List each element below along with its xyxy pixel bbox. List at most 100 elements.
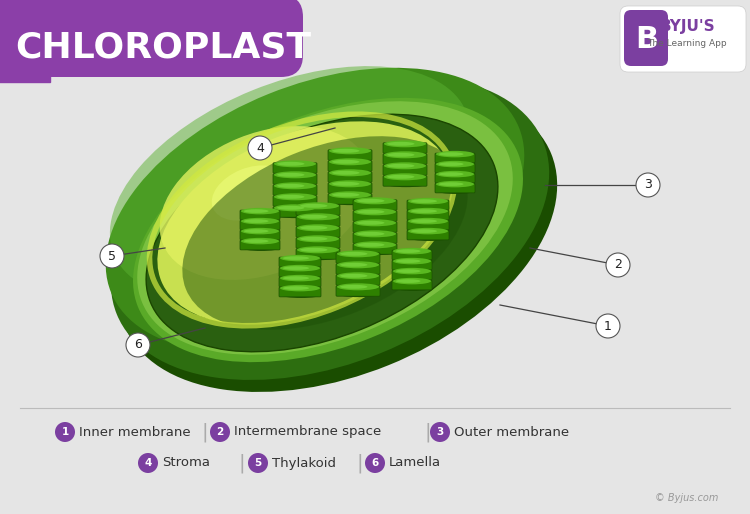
Ellipse shape xyxy=(244,209,268,213)
Ellipse shape xyxy=(393,268,431,274)
Ellipse shape xyxy=(393,278,431,284)
FancyBboxPatch shape xyxy=(336,264,380,274)
FancyBboxPatch shape xyxy=(353,244,397,254)
Text: |: | xyxy=(424,422,431,442)
Ellipse shape xyxy=(298,210,340,216)
FancyBboxPatch shape xyxy=(353,200,397,210)
FancyBboxPatch shape xyxy=(407,200,449,210)
Ellipse shape xyxy=(106,68,524,352)
FancyBboxPatch shape xyxy=(279,257,321,267)
Ellipse shape xyxy=(329,158,371,166)
Ellipse shape xyxy=(274,204,316,211)
Ellipse shape xyxy=(300,204,328,208)
Ellipse shape xyxy=(439,162,464,166)
FancyBboxPatch shape xyxy=(296,227,340,237)
Circle shape xyxy=(606,253,630,277)
Circle shape xyxy=(248,136,272,160)
Ellipse shape xyxy=(329,148,371,154)
Ellipse shape xyxy=(242,245,280,251)
Circle shape xyxy=(636,173,660,197)
Ellipse shape xyxy=(297,213,339,221)
Ellipse shape xyxy=(357,232,385,236)
Ellipse shape xyxy=(408,208,448,214)
Ellipse shape xyxy=(278,206,304,210)
Ellipse shape xyxy=(385,159,427,165)
Text: |: | xyxy=(202,422,208,442)
Ellipse shape xyxy=(133,98,523,362)
FancyBboxPatch shape xyxy=(407,210,449,220)
Ellipse shape xyxy=(329,180,371,187)
Text: |: | xyxy=(238,453,245,473)
Ellipse shape xyxy=(274,182,316,189)
Text: 1: 1 xyxy=(604,320,612,333)
FancyBboxPatch shape xyxy=(240,220,280,230)
Ellipse shape xyxy=(275,201,317,207)
Ellipse shape xyxy=(409,215,449,221)
Ellipse shape xyxy=(330,177,372,183)
Text: 4: 4 xyxy=(256,141,264,155)
FancyBboxPatch shape xyxy=(353,211,397,221)
FancyBboxPatch shape xyxy=(296,205,340,215)
Text: Stroma: Stroma xyxy=(162,456,210,469)
Text: 4: 4 xyxy=(144,458,152,468)
Ellipse shape xyxy=(280,255,320,261)
Ellipse shape xyxy=(332,182,359,186)
Ellipse shape xyxy=(354,219,396,226)
Ellipse shape xyxy=(396,259,421,263)
Ellipse shape xyxy=(281,262,321,268)
Ellipse shape xyxy=(278,162,304,166)
FancyBboxPatch shape xyxy=(296,216,340,226)
Text: Intermembrane space: Intermembrane space xyxy=(234,426,381,438)
FancyBboxPatch shape xyxy=(624,10,668,66)
Ellipse shape xyxy=(436,151,474,157)
Ellipse shape xyxy=(340,252,368,256)
FancyBboxPatch shape xyxy=(336,253,380,263)
Text: 6: 6 xyxy=(134,339,142,352)
Ellipse shape xyxy=(241,228,279,234)
FancyBboxPatch shape xyxy=(435,183,475,193)
Ellipse shape xyxy=(357,199,385,203)
FancyBboxPatch shape xyxy=(392,280,432,290)
FancyBboxPatch shape xyxy=(383,176,427,186)
Ellipse shape xyxy=(437,188,475,194)
Ellipse shape xyxy=(298,254,340,260)
Ellipse shape xyxy=(280,285,320,291)
Ellipse shape xyxy=(281,282,321,288)
Text: BYJU'S: BYJU'S xyxy=(659,20,715,34)
Ellipse shape xyxy=(274,193,316,200)
Ellipse shape xyxy=(408,228,448,234)
Ellipse shape xyxy=(355,249,397,255)
Text: Inner membrane: Inner membrane xyxy=(79,426,190,438)
Ellipse shape xyxy=(384,162,426,169)
Ellipse shape xyxy=(354,241,396,248)
FancyBboxPatch shape xyxy=(279,267,321,277)
Ellipse shape xyxy=(330,166,372,172)
Ellipse shape xyxy=(387,142,415,146)
FancyBboxPatch shape xyxy=(273,207,317,217)
Ellipse shape xyxy=(111,76,549,380)
Ellipse shape xyxy=(300,226,328,230)
FancyBboxPatch shape xyxy=(392,250,432,260)
Ellipse shape xyxy=(396,249,421,253)
FancyBboxPatch shape xyxy=(383,143,427,153)
Ellipse shape xyxy=(242,225,280,231)
Ellipse shape xyxy=(355,216,397,222)
Ellipse shape xyxy=(280,275,320,281)
Ellipse shape xyxy=(338,258,380,264)
Ellipse shape xyxy=(280,265,320,271)
Ellipse shape xyxy=(160,126,370,280)
FancyBboxPatch shape xyxy=(383,165,427,175)
Ellipse shape xyxy=(283,286,309,290)
FancyBboxPatch shape xyxy=(435,173,475,183)
Ellipse shape xyxy=(332,171,359,175)
Ellipse shape xyxy=(411,209,437,213)
FancyBboxPatch shape xyxy=(435,153,475,163)
Ellipse shape xyxy=(297,203,339,209)
FancyBboxPatch shape xyxy=(353,222,397,232)
Circle shape xyxy=(126,333,150,357)
FancyBboxPatch shape xyxy=(279,277,321,287)
Ellipse shape xyxy=(337,250,379,258)
Ellipse shape xyxy=(300,237,328,241)
Circle shape xyxy=(596,314,620,338)
Ellipse shape xyxy=(437,168,475,174)
